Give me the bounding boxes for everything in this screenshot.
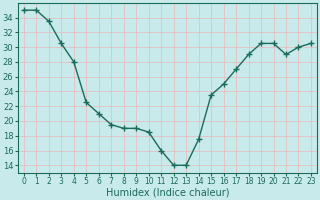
X-axis label: Humidex (Indice chaleur): Humidex (Indice chaleur) [106,187,229,197]
